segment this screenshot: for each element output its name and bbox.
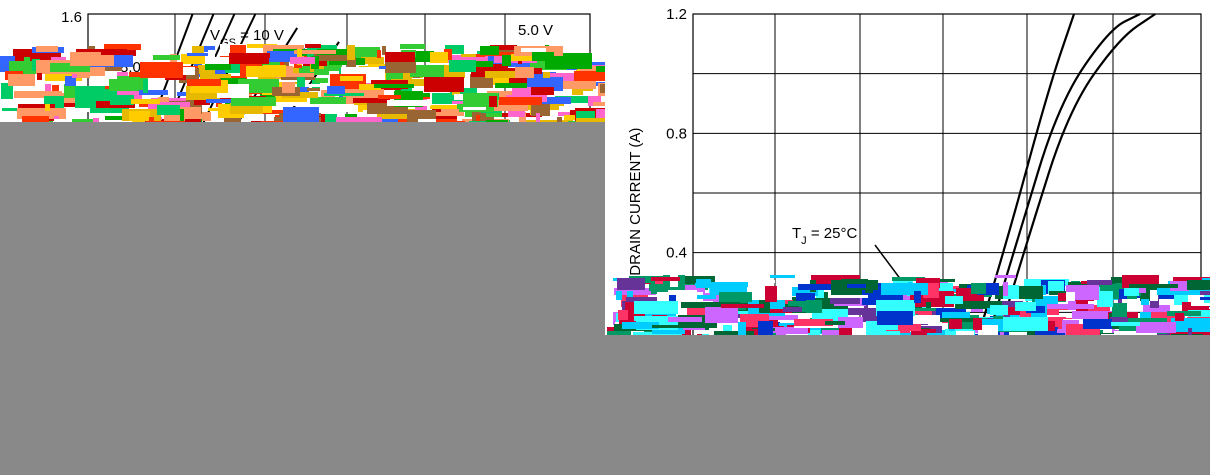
right-chart-panel: 1.2 0.8 0.4 D, DRAIN CURRENT (A) TJ = 25°C [605,0,1210,475]
right-chart-svg: 1.2 0.8 0.4 D, DRAIN CURRENT (A) TJ = 25°C [627,6,1202,373]
left-glitch-band [0,44,605,122]
right-y-axis-title: D, DRAIN CURRENT (A) [627,128,649,292]
right-ytick-labels: 1.2 0.8 0.4 [666,6,687,262]
left-occlusion [0,122,605,475]
right-occlusion [605,335,1210,475]
left-annotation-5v: 5.0 V [518,22,553,39]
right-annotation-tj: TJ = 25°C [792,225,857,247]
right-glitch-band [605,275,1210,335]
right-ytick-label: 0.8 [666,125,687,142]
left-chart-panel: 1.6 VGS = 10 V 5.0 V 8.0 V [0,9,605,475]
right-ytick-label: 1.2 [666,6,687,23]
right-ytick-label: 0.4 [666,245,687,262]
left-ytick-label: 1.6 [61,9,82,26]
